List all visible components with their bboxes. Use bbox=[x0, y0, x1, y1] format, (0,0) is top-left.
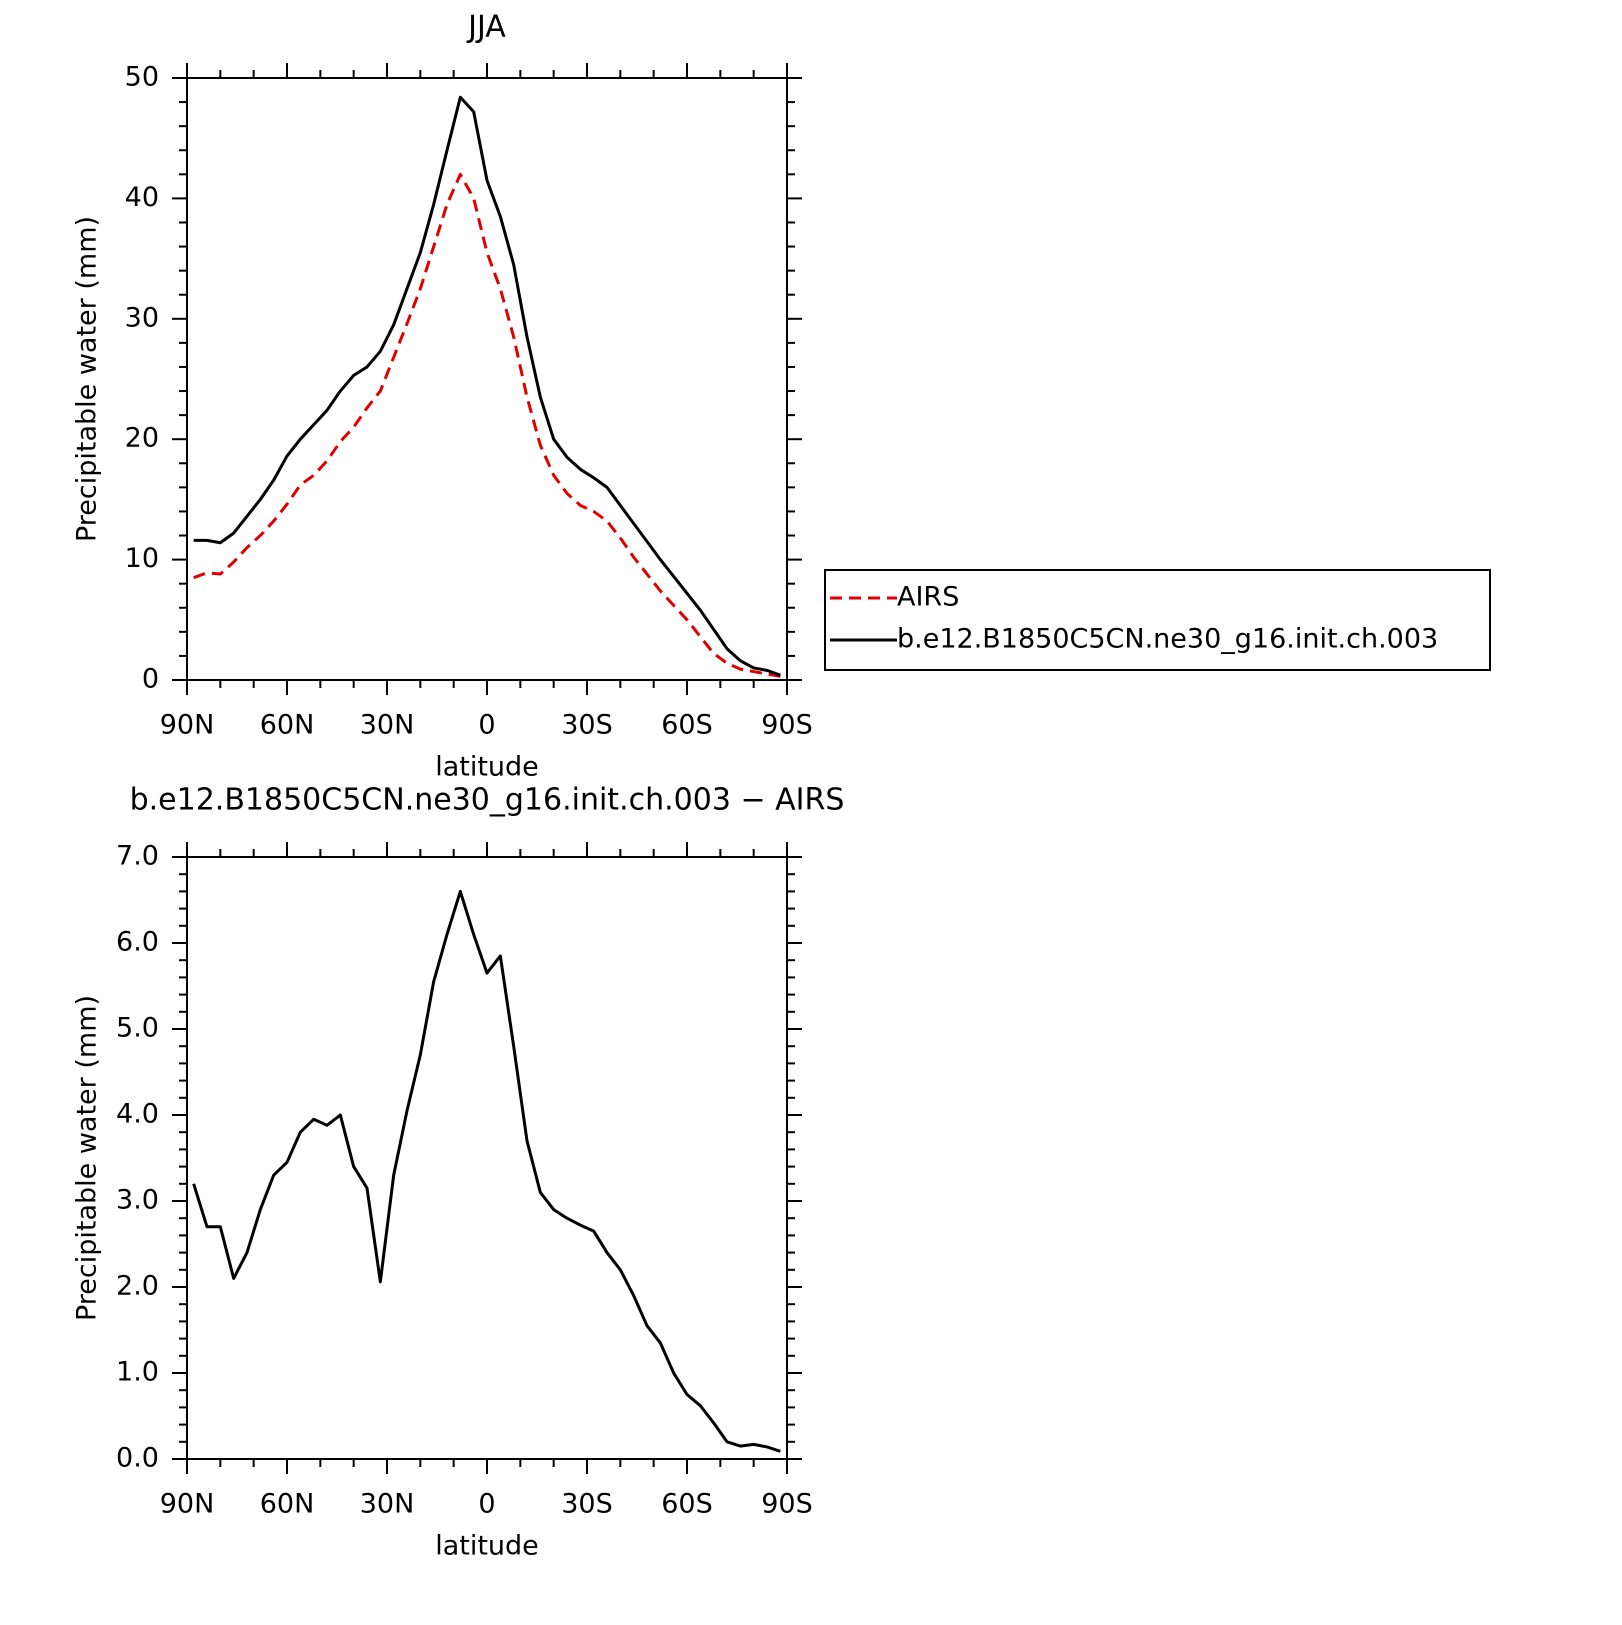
x-tick-label: 60N bbox=[260, 1489, 315, 1520]
x-tick-label: 90N bbox=[160, 1489, 215, 1520]
y-axis-label: Precipitable water (mm) bbox=[72, 216, 103, 542]
y-tick-label: 50 bbox=[125, 62, 159, 93]
x-tick-label: 90N bbox=[160, 710, 215, 741]
chart-title: JJA bbox=[466, 10, 506, 45]
y-tick-label: 1.0 bbox=[116, 1357, 159, 1388]
plot-frame bbox=[186, 77, 788, 681]
y-tick-label: 40 bbox=[125, 182, 159, 213]
data-line bbox=[193, 172, 781, 678]
data-line bbox=[193, 95, 781, 677]
y-tick-label: 0.0 bbox=[116, 1443, 159, 1474]
x-tick-label: 30N bbox=[360, 1489, 415, 1520]
legend-label: AIRS bbox=[897, 582, 959, 613]
legend-label: b.e12.B1850C5CN.ne30_g16.init.ch.003 bbox=[897, 624, 1438, 655]
x-tick-label: 90S bbox=[761, 1489, 813, 1520]
x-axis-label: latitude bbox=[435, 752, 539, 783]
plot-frame bbox=[186, 856, 788, 1460]
x-tick-label: 60N bbox=[260, 710, 315, 741]
data-line bbox=[192, 889, 781, 1453]
x-tick-label: 0 bbox=[478, 710, 495, 741]
legend-box bbox=[824, 569, 1491, 671]
y-axis-label: Precipitable water (mm) bbox=[72, 995, 103, 1321]
x-tick-label: 0 bbox=[478, 1489, 495, 1520]
y-tick-label: 0 bbox=[142, 664, 159, 695]
chart-title: b.e12.B1850C5CN.ne30_g16.init.ch.003 − A… bbox=[130, 783, 845, 818]
y-tick-label: 7.0 bbox=[116, 841, 159, 872]
x-tick-label: 30S bbox=[561, 1489, 613, 1520]
y-tick-label: 6.0 bbox=[116, 927, 159, 958]
y-tick-label: 5.0 bbox=[116, 1013, 159, 1044]
y-tick-label: 30 bbox=[125, 302, 159, 333]
y-tick-label: 20 bbox=[125, 423, 159, 454]
y-tick-label: 2.0 bbox=[116, 1271, 159, 1302]
y-tick-label: 4.0 bbox=[116, 1099, 159, 1130]
x-tick-label: 90S bbox=[761, 710, 813, 741]
x-tick-label: 30S bbox=[561, 710, 613, 741]
y-tick-label: 10 bbox=[125, 543, 159, 574]
x-axis-label: latitude bbox=[435, 1531, 539, 1562]
x-tick-label: 60S bbox=[661, 1489, 713, 1520]
y-tick-label: 3.0 bbox=[116, 1185, 159, 1216]
x-tick-label: 30N bbox=[360, 710, 415, 741]
x-tick-label: 60S bbox=[661, 710, 713, 741]
